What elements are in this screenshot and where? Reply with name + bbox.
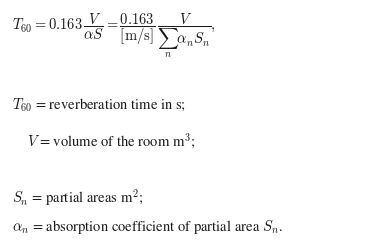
Text: $S_n$ = partial areas m$^2$;: $S_n$ = partial areas m$^2$; [12,187,143,208]
Text: $T_{60}$ = reverberation time in s;: $T_{60}$ = reverberation time in s; [12,96,186,113]
Text: $\alpha_n$ = absorption coefficient of partial area $S_n$.: $\alpha_n$ = absorption coefficient of p… [12,218,282,236]
Text: $V$ = volume of the room m$^3$;: $V$ = volume of the room m$^3$; [27,132,196,151]
Text: $T_{60} = 0.163\,\dfrac{V}{\alpha S} = \dfrac{0.163}{[\mathrm{m/s}]}\,\dfrac{V}{: $T_{60} = 0.163\,\dfrac{V}{\alpha S} = \… [12,12,215,60]
